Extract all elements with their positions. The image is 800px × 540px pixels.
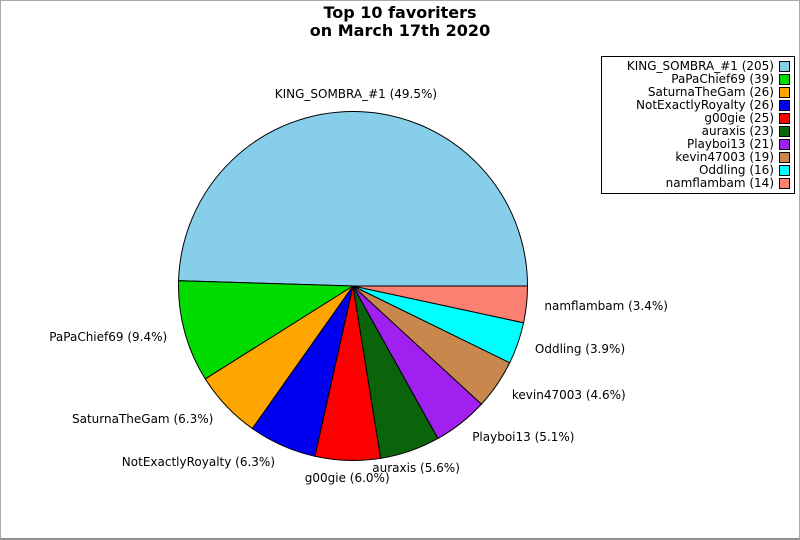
legend-label: namflambam (14) bbox=[665, 176, 774, 190]
chart-subtitle: on March 17th 2020 bbox=[309, 21, 491, 40]
legend-label: Playboi13 (21) bbox=[686, 137, 774, 151]
legend-label: PaPaChief69 (39) bbox=[671, 72, 774, 86]
pie-slice-namflambam bbox=[352, 285, 529, 324]
legend: KING_SOMBRA_#1 (205) PaPaChief69 (39) Satu… bbox=[601, 56, 795, 194]
legend-swatch bbox=[779, 178, 790, 189]
legend-item: PaPaChief69 (39) bbox=[606, 73, 790, 86]
chart-title-block: Top 10 favoriters on March 17th 2020 bbox=[1, 4, 799, 40]
pie-slice-PaPaChief69 bbox=[178, 280, 355, 380]
pie-slice-label: Playboi13 (5.1%) bbox=[472, 430, 575, 445]
legend-item: auraxis (23) bbox=[606, 125, 790, 138]
chart-title: Top 10 favoriters bbox=[323, 3, 477, 22]
pie-slice-label: KING_SOMBRA_#1 (49.5%) bbox=[274, 86, 438, 101]
legend-item: NotExactlyRoyalty (26) bbox=[606, 99, 790, 112]
legend-label: g00gie (25) bbox=[704, 111, 774, 125]
legend-label: kevin47003 (19) bbox=[675, 150, 774, 164]
legend-swatch bbox=[779, 100, 790, 111]
legend-label: KING_SOMBRA_#1 (205) bbox=[626, 59, 774, 73]
legend-item: SaturnaTheGam (26) bbox=[606, 86, 790, 99]
legend-swatch bbox=[779, 87, 790, 98]
pie-slice-label: auraxis (5.6%) bbox=[372, 460, 460, 475]
legend-item: kevin47003 (19) bbox=[606, 151, 790, 164]
legend-label: auraxis (23) bbox=[701, 124, 774, 138]
legend-label: Oddling (16) bbox=[698, 163, 774, 177]
legend-item: Oddling (16) bbox=[606, 164, 790, 177]
legend-label: SaturnaTheGam (26) bbox=[647, 85, 774, 99]
legend-item: namflambam (14) bbox=[606, 177, 790, 190]
legend-item: g00gie (25) bbox=[606, 112, 790, 125]
pie-slice-label: kevin47003 (4.6%) bbox=[511, 387, 626, 402]
pie-slice-label: namflambam (3.4%) bbox=[544, 299, 668, 314]
pie-slice-label: NotExactlyRoyalty (6.3%) bbox=[121, 455, 275, 469]
legend-label: NotExactlyRoyalty (26) bbox=[636, 98, 774, 112]
legend-item: KING_SOMBRA_#1 (205) bbox=[606, 60, 790, 73]
pie-slice-label: Oddling (3.9%) bbox=[534, 342, 626, 357]
pie-slice-label: SaturnaTheGam (6.3%) bbox=[72, 411, 214, 426]
legend-swatch bbox=[779, 165, 790, 176]
legend-swatch bbox=[779, 126, 790, 137]
pie-slice-label: g00gie (6.0%) bbox=[304, 471, 390, 486]
legend-swatch bbox=[779, 139, 790, 150]
pie-slice-KING_SOMBRA_#1 bbox=[178, 111, 529, 287]
legend-swatch bbox=[779, 61, 790, 72]
legend-swatch bbox=[779, 152, 790, 163]
legend-item: Playboi13 (21) bbox=[606, 138, 790, 151]
pie-slice-label: PaPaChief69 (9.4%) bbox=[49, 329, 168, 344]
legend-swatch bbox=[779, 74, 790, 85]
legend-swatch bbox=[779, 113, 790, 124]
